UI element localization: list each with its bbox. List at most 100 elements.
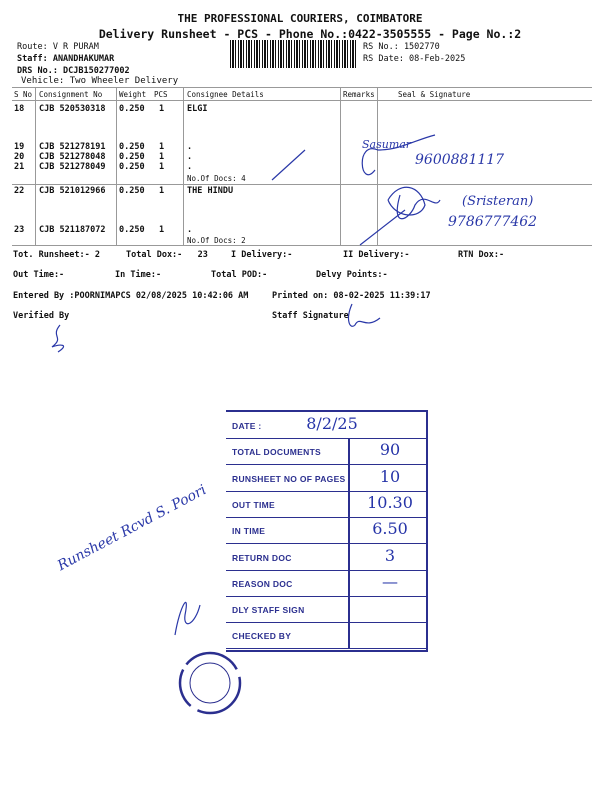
i-delivery: I Delivery:- — [231, 250, 293, 260]
row-cn: CJB 521012966 — [39, 186, 106, 196]
barcode — [230, 40, 358, 68]
col-seal: Seal & Signature — [398, 90, 471, 99]
row-sno: 22 — [14, 186, 25, 196]
row-cn: CJB 521278049 — [39, 162, 106, 172]
stamp-row: TOTAL DOCUMENTS 90 — [226, 438, 426, 466]
staff-signature-label: Staff Signature — [272, 311, 349, 321]
row-wt: 0.250 — [119, 186, 145, 196]
stamp-label: DLY STAFF SIGN — [232, 605, 305, 616]
vehicle: Vehicle: Two Wheeler Delivery — [21, 76, 179, 86]
stamp-row: REASON DOC — — [226, 569, 426, 597]
rtn-dox: RTN Dox:- — [458, 250, 505, 260]
tot-runsheet: Tot. Runsheet:- 2 — [13, 250, 100, 260]
stamp-value: 90 — [379, 440, 401, 460]
rs-no: RS No.: 1502770 — [363, 42, 440, 52]
stamp-row: IN TIME 6.50 — [226, 517, 426, 545]
stamp-label: REASON DOC — [232, 578, 293, 589]
col-consignee: Consignee Details — [187, 90, 264, 99]
verified-by: Verified By — [13, 311, 70, 321]
docs-count: No.Of Docs: 2 — [187, 236, 246, 245]
handwritten-phone: 9600881117 — [415, 152, 505, 168]
stamp-label: TOTAL DOCUMENTS — [232, 447, 322, 458]
stamp-value: 10.30 — [367, 492, 413, 512]
row-pcs: 1 — [159, 225, 165, 235]
stamp-row: CHECKED BY — [226, 622, 426, 650]
divider — [348, 543, 350, 570]
stamp-value: 3 — [384, 545, 396, 565]
stamp-label: OUT TIME — [232, 499, 276, 510]
stamp-value: — — [382, 571, 398, 591]
stamp-label: CHECKED BY — [232, 631, 292, 642]
total-pod: Total POD:- — [211, 270, 268, 280]
handwritten-phone: 9786777462 — [448, 214, 538, 230]
col-remarks: Remarks — [343, 90, 375, 99]
row-sno: 23 — [14, 225, 25, 235]
row-sno: 18 — [14, 104, 25, 114]
divider — [348, 596, 350, 623]
col-sno: S No — [14, 90, 33, 99]
in-time: In Time:- — [115, 270, 162, 280]
stamp-label: DATE : — [232, 421, 262, 431]
col-weight: Weight — [119, 90, 147, 99]
row-sno: 19 — [14, 142, 25, 152]
row-pcs: 1 — [159, 152, 165, 162]
divider — [348, 517, 350, 544]
row-cn: CJB 521187072 — [39, 225, 106, 235]
stamp-row: RETURN DOC 3 — [226, 543, 426, 571]
col-consignment: Consignment No — [39, 90, 103, 99]
divider — [348, 464, 350, 491]
row-pcs: 1 — [159, 186, 165, 196]
printed-on: Printed on: 08-02-2025 11:39:17 — [272, 291, 431, 301]
delvy-points: Delvy Points:- — [316, 270, 388, 280]
handwritten-name: Sasumar — [362, 138, 412, 151]
drs-no: DRS No.: DCJB150277002 — [17, 66, 130, 76]
row-wt: 0.250 — [119, 152, 145, 162]
stamp-row: DATE : 8/2/25 — [226, 412, 426, 439]
stamp-value: 6.50 — [372, 519, 408, 539]
row-cn: CJB 521278048 — [39, 152, 106, 162]
verifier-signature — [51, 324, 65, 353]
stamp-label: RUNSHEET NO OF PAGES — [232, 473, 346, 484]
row-pcs: 1 — [159, 104, 165, 114]
rs-date: RS Date: 08-Feb-2025 — [363, 54, 466, 64]
row-wt: 0.250 — [119, 225, 145, 235]
stamp-row: OUT TIME 10.30 — [226, 490, 426, 518]
route: Route: V R PURAM — [17, 42, 99, 52]
handwritten-name: (Sristeran) — [462, 194, 534, 209]
handwritten-note: Runsheet Rcvd S. Poori — [55, 482, 210, 575]
row-wt: 0.250 — [119, 142, 145, 152]
divider — [348, 490, 350, 517]
col-pcs: PCS — [154, 90, 168, 99]
stamp-row: RUNSHEET NO OF PAGES 10 — [226, 464, 426, 492]
row-details: . — [187, 152, 193, 162]
staff: Staff: ANANDHAKUMAR — [17, 54, 115, 64]
entered-by: Entered By :POORNIMAPCS 02/08/2025 10:42… — [13, 291, 249, 301]
row-pcs: 1 — [159, 162, 165, 172]
round-seal — [178, 651, 242, 715]
company-title: THE PROFESSIONAL COURIERS, COIMBATORE — [177, 12, 423, 25]
total-dox: Total Dox:- 23 — [126, 250, 208, 260]
runsheet-subtitle: Delivery Runsheet - PCS - Phone No.:0422… — [98, 27, 522, 41]
stamp-label: RETURN DOC — [232, 552, 292, 563]
row-cn: CJB 520530318 — [39, 104, 106, 114]
row-details: ELGI — [187, 104, 208, 114]
stamp-value: 8/2/25 — [306, 414, 358, 433]
divider — [348, 438, 350, 465]
row-details: . — [187, 225, 193, 235]
stamp-value: 10 — [379, 466, 401, 486]
out-time: Out Time:- — [13, 270, 65, 280]
row-details: . — [187, 142, 193, 152]
row-details: . — [187, 162, 193, 172]
delivery-stamp: DATE : 8/2/25 TOTAL DOCUMENTS 90 RUNSHEET NO… — [226, 410, 428, 652]
row-wt: 0.250 — [119, 104, 145, 114]
ii-delivery: II Delivery:- — [343, 250, 410, 260]
row-cn: CJB 521278191 — [39, 142, 106, 152]
receiver-signature — [174, 601, 201, 636]
row-wt: 0.250 — [119, 162, 145, 172]
row-sno: 20 — [14, 152, 25, 162]
divider — [348, 569, 350, 596]
row-pcs: 1 — [159, 142, 165, 152]
docs-count: No.Of Docs: 4 — [187, 174, 246, 183]
divider — [348, 622, 350, 649]
row-details: THE HINDU — [187, 186, 234, 196]
